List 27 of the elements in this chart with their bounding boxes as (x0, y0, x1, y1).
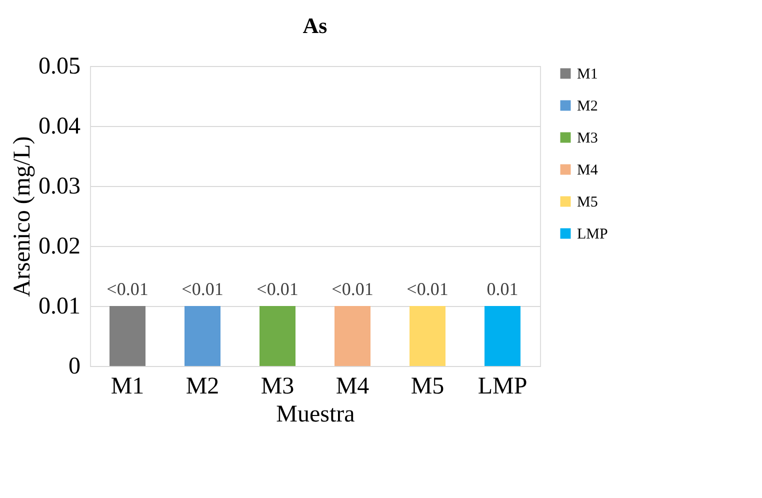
x-tick-label: M5 (410, 374, 444, 400)
x-tick-label: M3 (260, 374, 294, 400)
legend-label: M1 (577, 66, 598, 82)
x-tick-label: M1 (110, 374, 144, 400)
y-tick-label: 0.04 (38, 114, 80, 140)
data-label: <0.01 (256, 279, 298, 299)
legend-label: M5 (577, 194, 598, 210)
x-tick-label: M2 (186, 374, 220, 400)
legend-label: LMP (577, 226, 608, 242)
legend-label: M2 (577, 98, 598, 114)
x-tick-label: M4 (336, 374, 370, 400)
legend-label: M4 (577, 162, 598, 178)
y-tick-label: 0.05 (38, 54, 80, 80)
legend-label: M3 (577, 130, 598, 146)
data-label: <0.01 (182, 279, 224, 299)
x-axis-title: Muestra (276, 402, 356, 428)
y-tick-label: 0.01 (38, 294, 80, 320)
y-tick-label: 0 (68, 354, 80, 380)
y-axis-title: Arsenico (mg/L) (10, 136, 36, 297)
y-tick-label: 0.03 (38, 174, 80, 200)
chart-title: As (302, 13, 328, 38)
data-label: <0.01 (106, 279, 148, 299)
y-tick-label: 0.02 (38, 234, 80, 260)
data-label: 0.01 (486, 279, 518, 299)
data-label: <0.01 (332, 279, 374, 299)
data-label: <0.01 (406, 279, 448, 299)
x-tick-label: LMP (478, 374, 528, 400)
